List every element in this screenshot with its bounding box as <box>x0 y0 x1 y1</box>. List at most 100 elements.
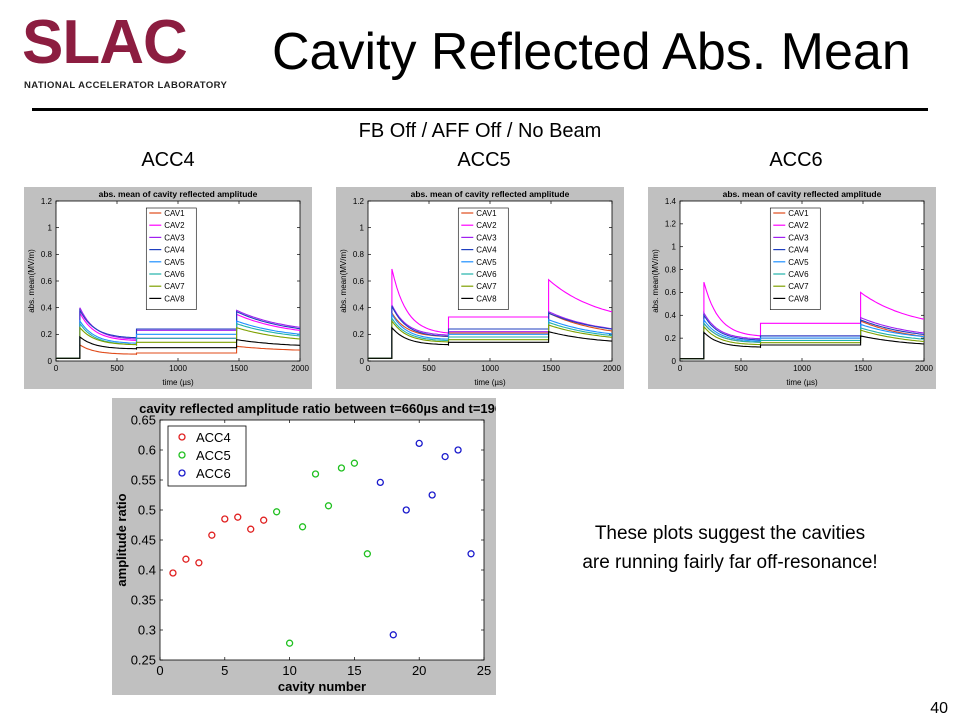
legend-entry: CAV7 <box>476 282 497 291</box>
y-tick-label: 1.2 <box>665 220 677 229</box>
legend-entry: CAV4 <box>476 246 497 255</box>
series-line-cav7 <box>56 326 301 359</box>
legend-entry: CAV8 <box>164 294 185 303</box>
y-tick-label: 0.8 <box>665 265 677 274</box>
y-tick-label: 0 <box>360 357 365 366</box>
legend-entry: CAV4 <box>788 246 809 255</box>
point-acc4 <box>234 513 242 521</box>
point-acc4 <box>247 525 255 533</box>
x-tick-label: 500 <box>734 364 748 373</box>
y-tick-label: 0.4 <box>665 311 677 320</box>
legend-entry: CAV5 <box>788 258 809 267</box>
legend-marker <box>178 433 186 441</box>
point-acc6 <box>376 478 384 487</box>
acc4-line-chart: abs. mean of cavity reflected amplitude 0… <box>24 187 312 389</box>
y-tick-label: 0.35 <box>131 593 156 608</box>
x-tick-label: 0 <box>156 663 163 678</box>
y-tick-label: 0.45 <box>131 533 156 548</box>
point-acc5 <box>337 464 346 472</box>
series-line-cav5 <box>680 318 925 360</box>
amplitude-ratio-scatter-chart: cavity reflected amplitude ratio between… <box>112 398 496 695</box>
chart-svg: cavity reflected amplitude ratio between… <box>114 401 496 694</box>
y-tick-label: 0.2 <box>353 330 365 339</box>
point-acc6 <box>441 452 449 461</box>
point-acc6 <box>415 439 423 448</box>
x-tick-label: 0 <box>366 364 371 373</box>
y-tick-label: 0 <box>48 357 53 366</box>
chart-svg: abs. mean of cavity reflected amplitude 0… <box>339 189 621 387</box>
legend-entry: CAV2 <box>164 221 185 230</box>
x-tick-label: 2000 <box>915 364 933 373</box>
x-tick-label: 25 <box>477 663 491 678</box>
y-tick-label: 0.6 <box>665 288 677 297</box>
y-tick-label: 1 <box>360 223 365 232</box>
legend-entry: CAV6 <box>164 270 185 279</box>
point-acc5 <box>363 550 372 558</box>
x-axis-label: time (µs) <box>474 378 506 387</box>
series-line-cav8 <box>368 326 613 359</box>
point-acc4 <box>182 555 190 563</box>
point-acc5 <box>350 459 359 467</box>
legend-entry: CAV3 <box>476 233 497 242</box>
x-tick-label: 2000 <box>603 364 621 373</box>
point-acc5 <box>324 502 333 510</box>
note-line-1: These plots suggest the cavities <box>594 523 866 544</box>
point-acc4 <box>195 559 203 567</box>
y-tick-label: 0.6 <box>353 277 365 286</box>
chart-title: cavity reflected amplitude ratio between… <box>139 401 496 416</box>
chart-svg: abs. mean of cavity reflected amplitude 0… <box>27 189 309 387</box>
y-axis-label: amplitude ratio <box>114 493 129 586</box>
y-tick-label: 0.4 <box>138 563 156 578</box>
acc6-line-chart: abs. mean of cavity reflected amplitude 0… <box>648 187 936 389</box>
y-tick-label: 0.3 <box>138 623 156 638</box>
series-line-cav4 <box>680 313 925 360</box>
legend-marker <box>178 469 186 477</box>
y-tick-label: 0.65 <box>131 413 156 428</box>
series-line-cav1 <box>56 344 301 359</box>
series-line-cav2 <box>368 268 613 359</box>
slac-logo: SLAC NATIONAL ACCELERATOR LABORATORY <box>22 6 262 98</box>
legend-entry: CAV7 <box>164 282 185 291</box>
series-line-cav8 <box>56 335 301 359</box>
point-acc4 <box>169 569 177 577</box>
legend-entry: CAV7 <box>788 282 809 291</box>
x-tick-label: 2000 <box>291 364 309 373</box>
y-tick-label: 0.25 <box>131 653 156 668</box>
series-line-cav4 <box>368 306 613 359</box>
legend-entry: CAV2 <box>476 221 497 230</box>
point-acc5 <box>272 508 281 516</box>
series-line-cav6 <box>368 316 613 359</box>
legend-entry: CAV6 <box>476 270 497 279</box>
y-axis-label: abs. mean(MV/m) <box>27 249 36 313</box>
y-tick-label: 0.55 <box>131 473 156 488</box>
x-tick-label: 15 <box>347 663 361 678</box>
y-tick-label: 0.8 <box>41 250 53 259</box>
acc6-label: ACC6 <box>769 149 823 171</box>
legend-entry: CAV5 <box>164 258 185 267</box>
x-tick-label: 10 <box>282 663 296 678</box>
point-acc5 <box>285 639 294 647</box>
series-line-cav6 <box>56 322 301 359</box>
note-line-2: are running fairly far off-resonance! <box>582 552 878 573</box>
x-tick-label: 5 <box>221 663 228 678</box>
legend-entry: CAV5 <box>476 258 497 267</box>
y-tick-label: 0.2 <box>665 334 677 343</box>
x-axis-label: time (µs) <box>162 378 194 387</box>
series-line-cav3 <box>368 304 613 359</box>
y-tick-label: 1.2 <box>353 197 365 206</box>
acc5-label: ACC5 <box>457 149 511 171</box>
acc4-label: ACC4 <box>141 149 195 171</box>
chart-title: abs. mean of cavity reflected amplitude <box>411 189 570 199</box>
x-tick-label: 1500 <box>854 364 872 373</box>
point-acc4 <box>221 515 229 523</box>
page-number: 40 <box>930 700 948 717</box>
y-tick-label: 0.4 <box>41 303 53 312</box>
series-line-cav8 <box>680 331 925 360</box>
y-tick-label: 0.8 <box>353 250 365 259</box>
conclusion-note: These plots suggest the cavities are run… <box>520 519 940 577</box>
y-tick-label: 0.4 <box>353 303 365 312</box>
acc5-line-chart: abs. mean of cavity reflected amplitude 0… <box>336 187 624 389</box>
point-acc6 <box>402 506 410 514</box>
point-acc5 <box>311 470 320 478</box>
y-axis-label: abs. mean(MV/m) <box>651 249 660 313</box>
